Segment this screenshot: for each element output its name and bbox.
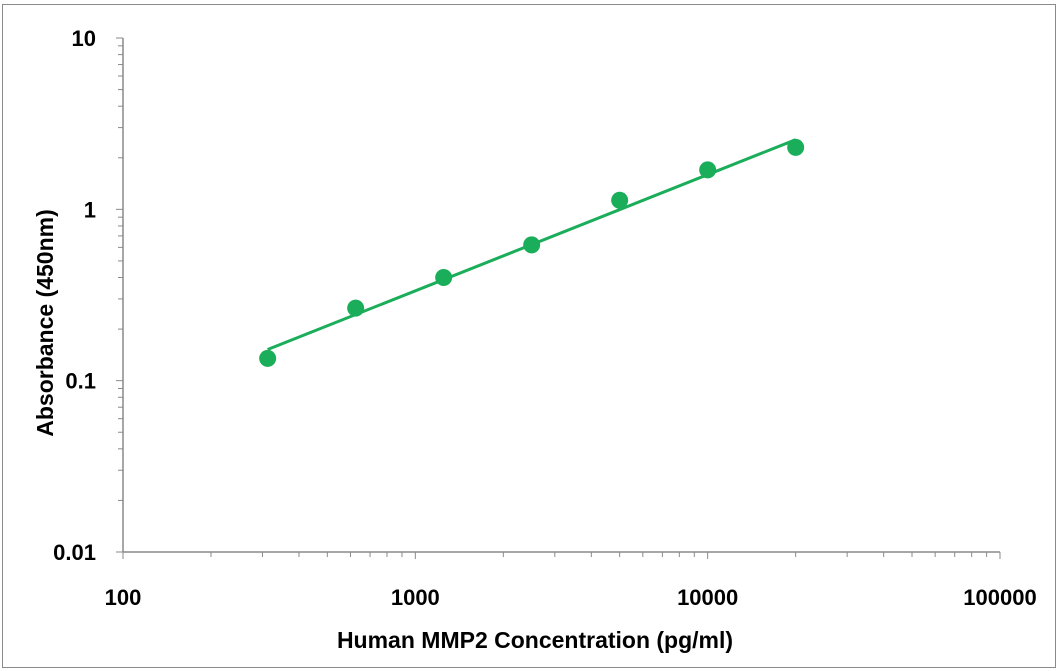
x-tick-label: 1000 bbox=[391, 585, 440, 610]
chart-frame bbox=[2, 4, 1056, 668]
y-tick-label: 0.01 bbox=[53, 540, 96, 565]
x-tick-label: 100000 bbox=[963, 585, 1036, 610]
x-tick-label: 100 bbox=[105, 585, 142, 610]
tick-marks bbox=[116, 37, 1001, 559]
data-point bbox=[611, 191, 629, 209]
data-points bbox=[259, 138, 805, 367]
x-axis-label: Human MMP2 Concentration (pg/ml) bbox=[337, 627, 733, 653]
data-point bbox=[347, 299, 365, 317]
data-point bbox=[787, 138, 805, 156]
data-point bbox=[699, 161, 717, 179]
y-tick-label: 10 bbox=[72, 26, 96, 51]
data-point bbox=[523, 236, 541, 254]
data-point bbox=[259, 349, 277, 367]
y-tick-labels: 10 1 0.1 0.01 bbox=[53, 26, 96, 565]
y-axis-label: Absorbance (450nm) bbox=[32, 209, 58, 437]
x-tick-labels: 100 1000 10000 100000 bbox=[105, 585, 1037, 610]
y-tick-label: 1 bbox=[84, 197, 96, 222]
y-tick-label: 0.1 bbox=[65, 369, 96, 394]
data-point bbox=[435, 269, 453, 287]
x-tick-label: 10000 bbox=[677, 585, 738, 610]
axes bbox=[122, 38, 1000, 553]
